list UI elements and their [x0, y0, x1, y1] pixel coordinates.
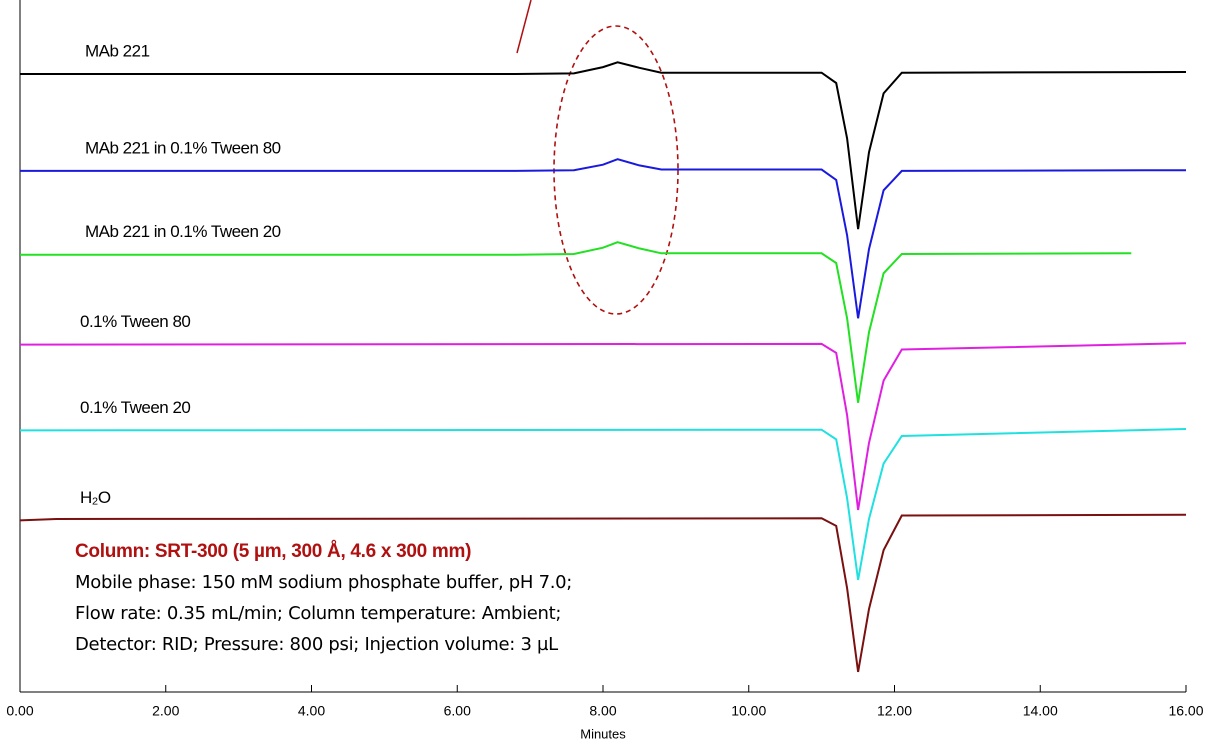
trace	[20, 158, 1187, 319]
trace	[19, 342, 1187, 511]
x-tick-label: 8.00	[589, 703, 616, 719]
trace	[19, 428, 1187, 581]
series-label: 0.1% Tween 80	[80, 312, 190, 331]
x-tick-label: 12.00	[877, 703, 912, 719]
trace	[20, 61, 1187, 230]
series-label: MAb 221	[85, 42, 150, 61]
trace	[20, 241, 1132, 403]
annotation: Column: SRT-300 (5 µm, 300 Å, 4.6 x 300 …	[75, 541, 471, 562]
x-tick-label: 0.00	[6, 703, 33, 719]
annotation: Mobile phase: 150 mM sodium phosphate bu…	[75, 572, 572, 593]
series-label: H₂O	[80, 488, 111, 507]
pointer-line	[516, 0, 532, 54]
x-tick-label: 16.00	[1168, 703, 1203, 719]
annotation: Detector: RID; Pressure: 800 psi; Inject…	[75, 634, 558, 655]
x-tick-label: 4.00	[298, 703, 325, 719]
x-axis-label: Minutes	[580, 726, 626, 741]
series-label: MAb 221 in 0.1% Tween 20	[85, 222, 281, 241]
trace	[19, 513, 1187, 673]
x-tick-label: 14.00	[1023, 703, 1058, 719]
x-tick-label: 10.00	[731, 703, 766, 719]
x-tick-label: 6.00	[444, 703, 471, 719]
x-tick-label: 2.00	[152, 703, 179, 719]
annotation: Flow rate: 0.35 mL/min; Column temperatu…	[75, 603, 561, 624]
series-label: 0.1% Tween 20	[80, 398, 190, 417]
series-label: MAb 221 in 0.1% Tween 80	[85, 138, 281, 157]
